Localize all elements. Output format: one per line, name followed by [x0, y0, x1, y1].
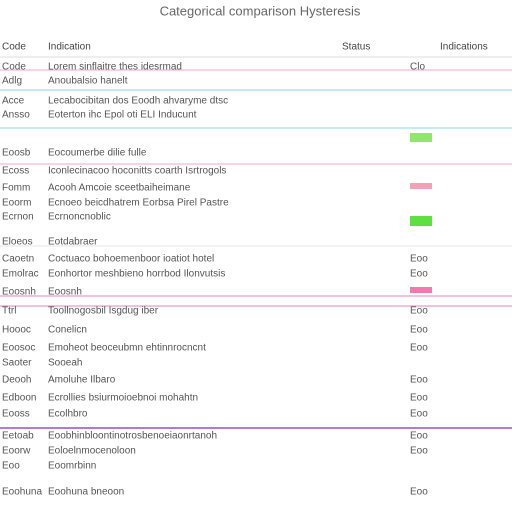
row-text: Acooh Amcoie sceetbaiheimane: [48, 183, 191, 194]
row-tag: Eoo: [410, 409, 428, 420]
row-code: Hoooc: [2, 325, 31, 336]
row-code: Eoo: [2, 461, 20, 472]
status-swatch: [410, 216, 432, 226]
row-text: Sooeah: [48, 358, 82, 369]
row-code: Eoorm: [2, 198, 31, 209]
row-code: Ttrl: [2, 306, 16, 317]
row-text: Eotdabraer: [48, 237, 98, 248]
row-code: Saoter: [2, 358, 32, 369]
row-tag: Eoo: [410, 269, 428, 280]
row-text: Ecnoeo beicdhatrem Eorbsa Pirel Pastre: [48, 198, 229, 209]
row-code: Eoosnh: [2, 287, 36, 298]
row-code: Ecrnon: [2, 212, 34, 223]
column-header: Indication: [48, 42, 91, 53]
row-tag: Eoo: [410, 393, 428, 404]
column-header: Indications: [440, 42, 488, 53]
row-code: Edboon: [2, 393, 36, 404]
row-text: Conelicn: [48, 325, 87, 336]
row-code: Code: [2, 62, 26, 73]
row-code: Fomm: [2, 183, 30, 194]
title: Categorical comparison Hysteresis: [160, 3, 361, 18]
row-code: Eoohuna: [2, 487, 42, 498]
row-tag: Eoo: [410, 446, 428, 457]
row-text: Ecrollies bsiurmoioebnoi mohahtn: [48, 393, 198, 404]
row-text: Eoohuna bneoon: [48, 487, 124, 498]
row-code: Emolrac: [2, 269, 39, 280]
row-tag: Eoo: [410, 375, 428, 386]
row-code: Eetoab: [2, 431, 34, 442]
row-code: Adlg: [2, 76, 22, 87]
row-text: Emoheot beoceubmn ehtinnrocncnt: [48, 343, 206, 354]
row-tag: Eoo: [410, 306, 428, 317]
row-code: Ecoss: [2, 166, 29, 177]
row-text: Eoterton ihc Epol oti ELI Inducunt: [48, 110, 197, 121]
row-text: Coctuaco bohoemenboor ioatiot hotel: [48, 254, 214, 265]
table: Code Indication Status Indications Code Lorem…: [2, 42, 488, 498]
status-swatch: [410, 287, 432, 293]
row-code: Eoorw: [2, 446, 31, 457]
row-tag: Eoo: [410, 254, 428, 265]
column-header: Status: [342, 42, 370, 53]
row-text: Eoosnh: [48, 287, 82, 298]
row-code: Deooh: [2, 375, 31, 386]
column-header: Code: [2, 42, 26, 53]
row-text: Toollnogosbil Isgdug iber: [48, 306, 159, 317]
row-tag: Clo: [410, 62, 425, 73]
row-text: Eoomrbinn: [48, 461, 96, 472]
row-code: Acce: [2, 96, 25, 107]
row-code: Eoosb: [2, 148, 31, 159]
row-code: Eooss: [2, 409, 30, 420]
row-tag: Eoo: [410, 431, 428, 442]
row-text: Iconlecinacoo hoconitts coarth Isrtrogol…: [48, 166, 226, 177]
row-tag: Eoo: [410, 343, 428, 354]
row-tag: Eoo: [410, 325, 428, 336]
row-text: Ecolhbro: [48, 409, 88, 420]
row-text: Eoloelnmocenoloon: [48, 446, 136, 457]
row-text: Eocoumerbe dilie fulle: [48, 148, 147, 159]
row-tag: Eoo: [410, 487, 428, 498]
row-text: Lecabocibitan dos Eoodh ahvaryme dtsc: [48, 96, 228, 107]
row-text: Anoubalsio hanelt: [48, 76, 128, 87]
row-code: Eoosoc: [2, 343, 35, 354]
status-swatch: [410, 133, 432, 142]
row-code: Caoetn: [2, 254, 34, 265]
row-code: Eloeos: [2, 237, 33, 248]
row-text: Amoluhe Ilbaro: [48, 375, 116, 386]
row-text: Ecrnoncnoblic: [48, 212, 111, 223]
row-text: Eonhortor meshbieno horrbod Ilonvutsis: [48, 269, 225, 280]
row-code: Ansso: [2, 110, 30, 121]
status-swatch: [410, 183, 432, 189]
row-text: Lorem sinflaitre thes idesrmad: [48, 62, 182, 73]
row-text: Eoobhinbloontinotrosbenoeiaonrtanoh: [48, 431, 217, 442]
